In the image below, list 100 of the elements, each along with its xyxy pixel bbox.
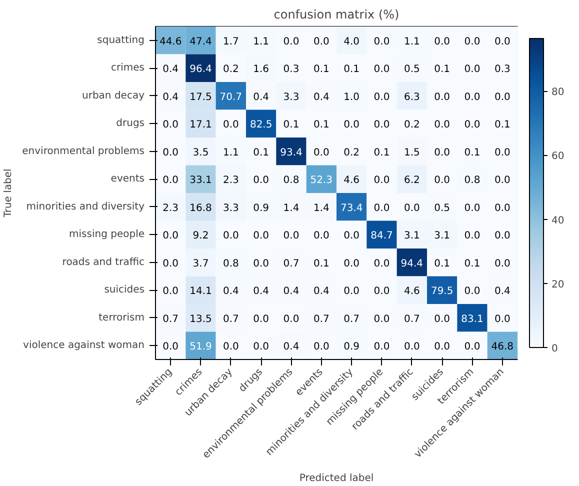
data-label: 0.7 <box>222 314 239 325</box>
data-label: 0.1 <box>344 64 360 76</box>
data-label: 0.0 <box>222 342 239 353</box>
data-label: 0.4 <box>494 286 510 298</box>
data-label: 0.1 <box>313 258 330 270</box>
data-label: 4.0 <box>344 36 360 48</box>
data-label: 0.0 <box>374 120 390 131</box>
color-bar-label: 20 <box>552 279 564 290</box>
data-label: 0.1 <box>464 147 480 158</box>
data-label: 0.0 <box>464 92 480 103</box>
data-label: 0.0 <box>313 230 330 242</box>
data-label: 96.4 <box>190 64 212 76</box>
data-label: 0.2 <box>222 64 239 76</box>
data-label: 4.6 <box>344 175 360 186</box>
data-label: 0.0 <box>253 258 270 270</box>
color-bar-label: 40 <box>552 215 564 226</box>
data-label: 0.0 <box>374 286 390 298</box>
y-tick-label: crimes <box>111 62 145 74</box>
data-label: 1.7 <box>222 36 239 48</box>
data-label: 0.0 <box>464 64 480 76</box>
data-label: 0.0 <box>494 147 510 158</box>
data-label: 84.7 <box>370 230 393 242</box>
data-label: 0.1 <box>434 64 450 76</box>
data-label: 0.4 <box>253 92 270 103</box>
data-label: 0.0 <box>434 175 450 186</box>
data-label: 0.0 <box>464 202 480 214</box>
data-label: 0.0 <box>494 175 510 186</box>
data-label: 0.0 <box>253 314 270 325</box>
data-label: 0.0 <box>494 230 510 242</box>
data-label: 0.0 <box>344 258 360 270</box>
data-label: 79.5 <box>430 286 454 298</box>
data-label: 44.6 <box>159 36 182 48</box>
data-label: 0.0 <box>434 92 450 103</box>
data-label: 0.1 <box>313 64 330 76</box>
data-label: 33.1 <box>190 175 212 186</box>
chart-title: confusion matrix (%) <box>274 8 400 22</box>
data-label: 0.0 <box>464 342 480 353</box>
y-tick-label: suicides <box>104 284 144 296</box>
data-label: 1.1 <box>253 36 270 48</box>
data-label: 0.0 <box>283 36 300 48</box>
data-label: 0.0 <box>162 286 179 298</box>
y-tick-label: squatting <box>97 34 145 46</box>
data-label: 0.0 <box>494 202 510 214</box>
data-label: 0.0 <box>313 36 330 48</box>
data-label: 0.4 <box>162 64 179 76</box>
color-bar-label: 80 <box>552 87 564 98</box>
data-label: 47.4 <box>190 36 212 48</box>
data-label: 0.0 <box>374 258 390 270</box>
data-label: 0.0 <box>313 147 330 158</box>
data-label: 14.1 <box>190 286 212 298</box>
data-label: 93.4 <box>280 147 302 158</box>
data-label: 0.0 <box>434 342 450 353</box>
y-tick-label: terrorism <box>98 312 144 324</box>
data-label: 46.8 <box>491 342 514 353</box>
data-label: 73.4 <box>340 202 363 214</box>
data-label: 0.1 <box>494 120 510 131</box>
data-label: 16.8 <box>190 202 212 214</box>
data-label: 0.0 <box>313 342 330 353</box>
data-label: 0.8 <box>222 258 239 270</box>
data-label: 9.2 <box>192 230 209 242</box>
x-axis-title: Predicted label <box>299 472 374 484</box>
y-tick-label: violence against woman <box>23 340 145 352</box>
data-label: 0.1 <box>283 120 300 131</box>
data-label: 0.0 <box>162 175 179 186</box>
y-tick-label: drugs <box>116 118 145 130</box>
data-label: 1.5 <box>404 147 420 158</box>
data-label: 0.4 <box>222 286 239 298</box>
data-label: 0.1 <box>374 147 390 158</box>
data-label: 0.0 <box>494 258 510 270</box>
data-label: 82.5 <box>250 120 272 131</box>
data-label: 6.3 <box>404 92 420 103</box>
data-label: 0.9 <box>344 342 360 353</box>
data-label: 0.7 <box>404 314 420 325</box>
data-label: 3.1 <box>404 230 420 242</box>
data-label: 0.0 <box>464 120 480 131</box>
data-label: 0.0 <box>162 120 179 131</box>
data-label: 0.7 <box>344 314 360 325</box>
data-label: 0.0 <box>374 36 390 48</box>
data-label: 1.0 <box>344 92 360 103</box>
data-label: 1.1 <box>222 147 239 158</box>
data-label: 0.0 <box>404 342 420 353</box>
data-label: 0.0 <box>374 314 390 325</box>
data-label: 0.0 <box>494 36 510 48</box>
data-label: 0.1 <box>313 120 330 131</box>
data-label: 0.7 <box>283 258 300 270</box>
data-label: 6.2 <box>404 175 420 186</box>
data-label: 0.0 <box>222 120 239 131</box>
data-label: 0.0 <box>344 230 360 242</box>
data-label: 0.0 <box>162 258 179 270</box>
data-label: 0.9 <box>253 202 270 214</box>
data-label: 0.0 <box>404 202 420 214</box>
data-label: 0.0 <box>253 342 270 353</box>
data-label: 0.1 <box>253 147 270 158</box>
data-label: 0.0 <box>222 230 239 242</box>
data-label: 13.5 <box>190 314 212 325</box>
data-label: 1.4 <box>283 202 300 214</box>
data-label: 17.5 <box>190 92 212 103</box>
data-label: 0.0 <box>464 36 480 48</box>
data-label: 0.0 <box>434 147 450 158</box>
data-label: 0.0 <box>434 314 450 325</box>
